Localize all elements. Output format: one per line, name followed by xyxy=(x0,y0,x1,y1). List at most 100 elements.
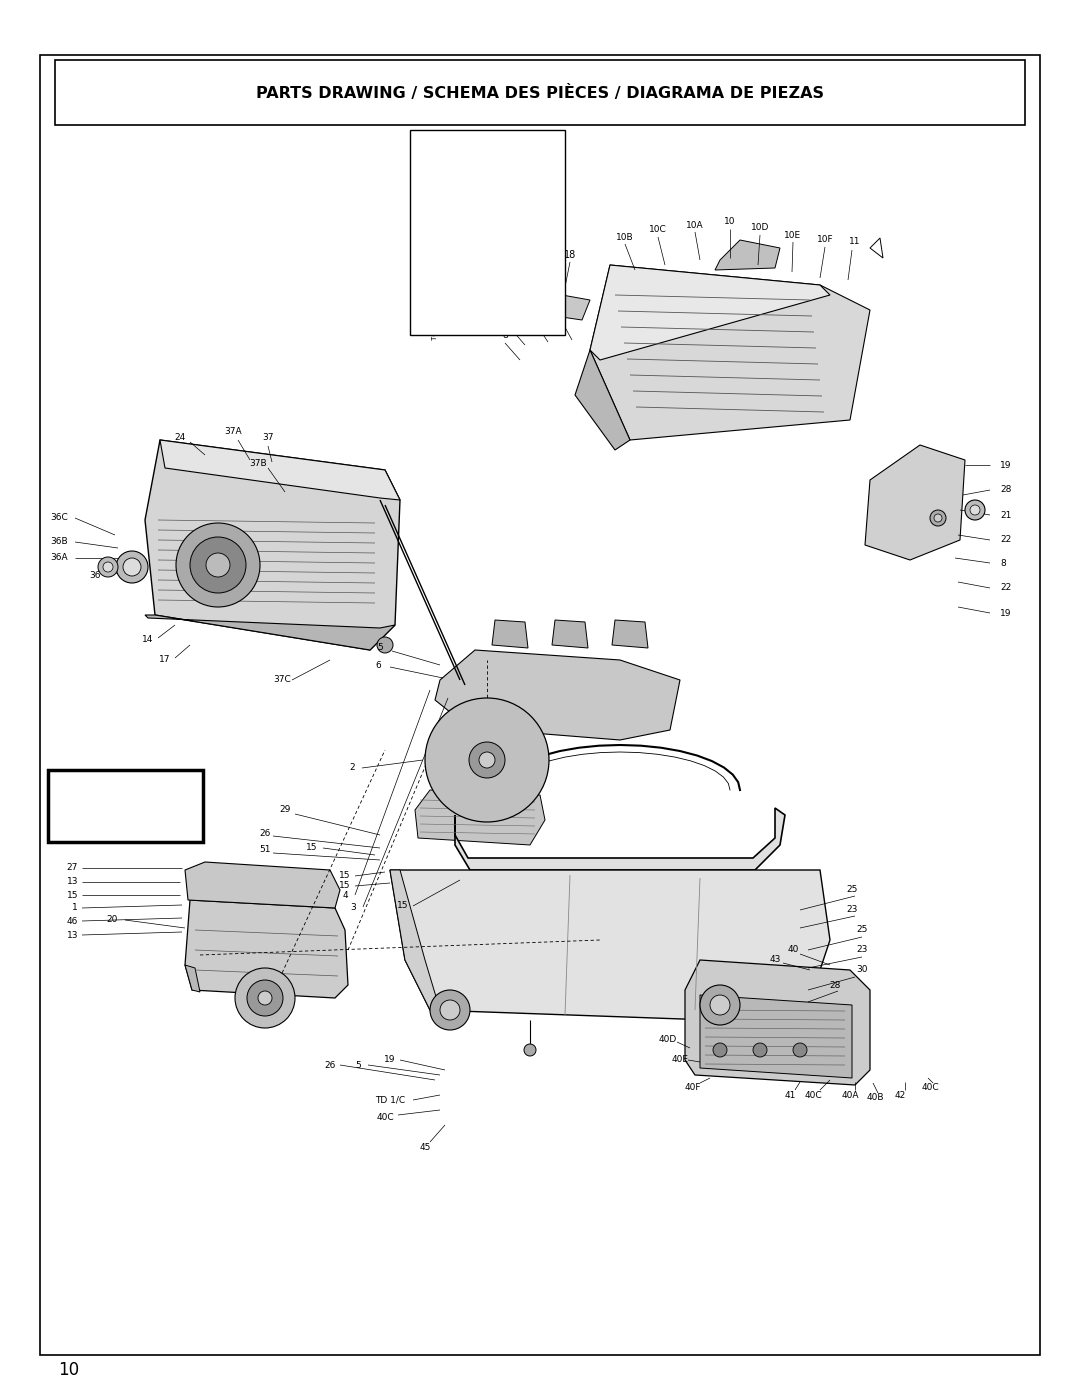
Polygon shape xyxy=(590,265,870,440)
Polygon shape xyxy=(145,440,400,650)
Polygon shape xyxy=(715,240,780,270)
Text: 18: 18 xyxy=(564,250,576,260)
Circle shape xyxy=(970,504,980,515)
Circle shape xyxy=(258,990,272,1004)
Text: 36B: 36B xyxy=(51,538,68,546)
Circle shape xyxy=(934,514,942,522)
Text: 10: 10 xyxy=(58,1361,79,1379)
Circle shape xyxy=(98,557,118,577)
Circle shape xyxy=(930,510,946,527)
Polygon shape xyxy=(390,870,831,1020)
Polygon shape xyxy=(685,960,870,1085)
Circle shape xyxy=(430,990,470,1030)
Text: 21: 21 xyxy=(1000,510,1011,520)
Circle shape xyxy=(710,995,730,1016)
Text: △: △ xyxy=(430,144,440,151)
Text: 23: 23 xyxy=(847,905,858,915)
Text: 15: 15 xyxy=(339,870,351,880)
Text: 26: 26 xyxy=(324,1060,336,1070)
Text: 51: 51 xyxy=(259,845,271,855)
Text: 5: 5 xyxy=(377,644,383,652)
Polygon shape xyxy=(612,620,648,648)
Text: 8: 8 xyxy=(1000,559,1005,567)
Text: 45: 45 xyxy=(419,1144,431,1153)
Text: 7: 7 xyxy=(502,310,508,320)
Circle shape xyxy=(235,968,295,1028)
Text: 1: 1 xyxy=(72,904,78,912)
Text: 37: 37 xyxy=(262,433,273,443)
Polygon shape xyxy=(492,620,528,648)
Text: 40A: 40A xyxy=(841,1091,859,1099)
Text: 41: 41 xyxy=(784,1091,796,1099)
Polygon shape xyxy=(160,440,400,500)
Text: 40.7-67.8: 40.7-67.8 xyxy=(531,198,540,240)
Text: 19: 19 xyxy=(1000,461,1012,469)
Text: 9: 9 xyxy=(527,303,532,313)
Text: 19: 19 xyxy=(1000,609,1012,617)
Text: 24: 24 xyxy=(174,433,186,443)
Polygon shape xyxy=(590,265,831,360)
Text: 6: 6 xyxy=(375,661,381,669)
Text: 10F: 10F xyxy=(816,236,834,244)
Bar xyxy=(410,130,565,335)
Text: 25: 25 xyxy=(856,925,867,935)
Polygon shape xyxy=(145,615,395,650)
Circle shape xyxy=(700,985,740,1025)
Text: 10C: 10C xyxy=(649,225,666,235)
Circle shape xyxy=(966,500,985,520)
Circle shape xyxy=(176,522,260,608)
Polygon shape xyxy=(575,351,630,450)
Text: 19: 19 xyxy=(384,1056,395,1065)
Polygon shape xyxy=(552,620,588,648)
Text: FT LB: FT LB xyxy=(478,274,487,298)
Text: 15: 15 xyxy=(339,880,351,890)
Text: 36C: 36C xyxy=(51,514,68,522)
Text: 40C: 40C xyxy=(805,1091,822,1099)
Text: 37C: 37C xyxy=(273,676,291,685)
Text: 40D: 40D xyxy=(659,1035,677,1045)
Circle shape xyxy=(480,752,495,768)
Text: 36: 36 xyxy=(90,570,100,580)
Circle shape xyxy=(426,698,549,821)
Polygon shape xyxy=(865,446,966,560)
Text: PM0495501.01: PM0495501.01 xyxy=(51,798,201,814)
Text: 42: 42 xyxy=(894,1091,906,1099)
Text: 17: 17 xyxy=(159,655,171,665)
Text: 22: 22 xyxy=(1000,584,1011,592)
Text: 28: 28 xyxy=(1000,486,1011,495)
Text: 36A: 36A xyxy=(51,553,68,563)
Text: 20: 20 xyxy=(106,915,118,925)
Text: 10E: 10E xyxy=(784,231,801,239)
Text: 46: 46 xyxy=(67,916,78,925)
Text: △: △ xyxy=(430,215,440,222)
Polygon shape xyxy=(455,807,785,870)
Text: 15: 15 xyxy=(397,901,408,909)
Text: 9.5-13.6: 9.5-13.6 xyxy=(531,130,540,166)
Text: 13: 13 xyxy=(67,930,78,940)
Text: 43: 43 xyxy=(769,956,781,964)
Text: 40C: 40C xyxy=(376,1113,394,1123)
Circle shape xyxy=(206,553,230,577)
Polygon shape xyxy=(185,900,348,997)
Text: 10-17: 10-17 xyxy=(478,172,487,194)
Text: 40E: 40E xyxy=(672,1056,689,1065)
Text: 27: 27 xyxy=(67,863,78,873)
Circle shape xyxy=(116,550,148,583)
Polygon shape xyxy=(548,295,590,320)
Text: TORQUE / SERREZ / TORSION: TORQUE / SERREZ / TORSION xyxy=(432,231,437,341)
Text: 15: 15 xyxy=(67,890,78,900)
Text: 40F: 40F xyxy=(685,1084,701,1092)
Text: 37A: 37A xyxy=(225,427,242,436)
Text: 13: 13 xyxy=(67,877,78,887)
Text: 25: 25 xyxy=(847,886,858,894)
Circle shape xyxy=(123,557,141,576)
Text: 10A: 10A xyxy=(686,221,704,229)
Text: 28: 28 xyxy=(829,981,840,989)
Text: △: △ xyxy=(430,180,440,187)
Text: 40C: 40C xyxy=(921,1084,939,1092)
Text: 2: 2 xyxy=(349,764,355,773)
Circle shape xyxy=(440,1000,460,1020)
Text: 10D: 10D xyxy=(751,224,769,232)
Text: 30: 30 xyxy=(856,965,867,975)
Text: 22: 22 xyxy=(1000,535,1011,545)
